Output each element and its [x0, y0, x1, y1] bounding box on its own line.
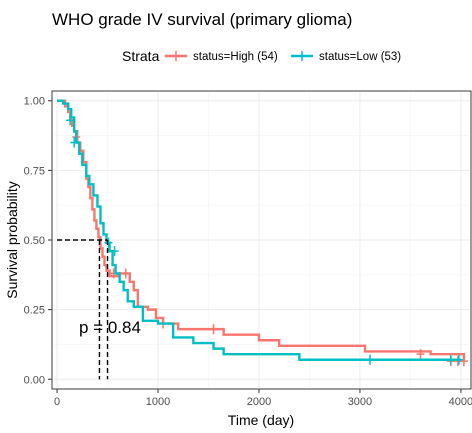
censor-mark-low [66, 115, 75, 126]
x-tick-label: 3000 [348, 396, 372, 408]
censor-mark-low [366, 354, 375, 365]
censor-mark-high [121, 268, 130, 279]
y-tick-label: 0.75 [24, 165, 45, 177]
y-axis: 0.00 0.25 0.50 0.75 1.00 [24, 96, 52, 386]
y-tick-label: 0.50 [24, 235, 45, 247]
legend-title: Strata [122, 48, 160, 64]
x-tick-label: 4000 [449, 396, 472, 408]
censor-mark-high [459, 356, 468, 367]
y-tick-label: 0.25 [24, 305, 45, 317]
censor-mark-low [110, 246, 119, 257]
legend-label-high: status=High (54) [193, 51, 278, 63]
legend-item-low: status=Low (53) [291, 51, 401, 63]
censor-mark-high [209, 324, 218, 335]
legend-item-high: status=High (54) [165, 51, 278, 63]
censor-mark-low [446, 354, 455, 365]
x-tick-label: 0 [54, 396, 60, 408]
censor-mark-high [416, 349, 425, 360]
x-tick-label: 1000 [146, 396, 170, 408]
censor-mark-low [104, 237, 113, 248]
legend: Strata status=High (54) status=Low (53) [122, 48, 401, 64]
gridlines [52, 91, 471, 389]
y-tick-label: 1.00 [24, 96, 45, 108]
x-tick-label: 2000 [247, 396, 271, 408]
y-axis-label: Survival probability [4, 181, 20, 299]
p-value-annotation: p = 0.84 [79, 318, 141, 337]
median-lines [57, 239, 109, 380]
x-axis: 0 1000 2000 3000 4000 [54, 389, 472, 408]
legend-label-low: status=Low (53) [319, 51, 401, 63]
x-axis-label: Time (day) [228, 412, 294, 428]
censor-mark-low [70, 137, 79, 148]
censor-mark-low [454, 354, 463, 365]
y-tick-label: 0.00 [24, 374, 45, 386]
chart-title: WHO grade IV survival (primary glioma) [52, 10, 352, 29]
